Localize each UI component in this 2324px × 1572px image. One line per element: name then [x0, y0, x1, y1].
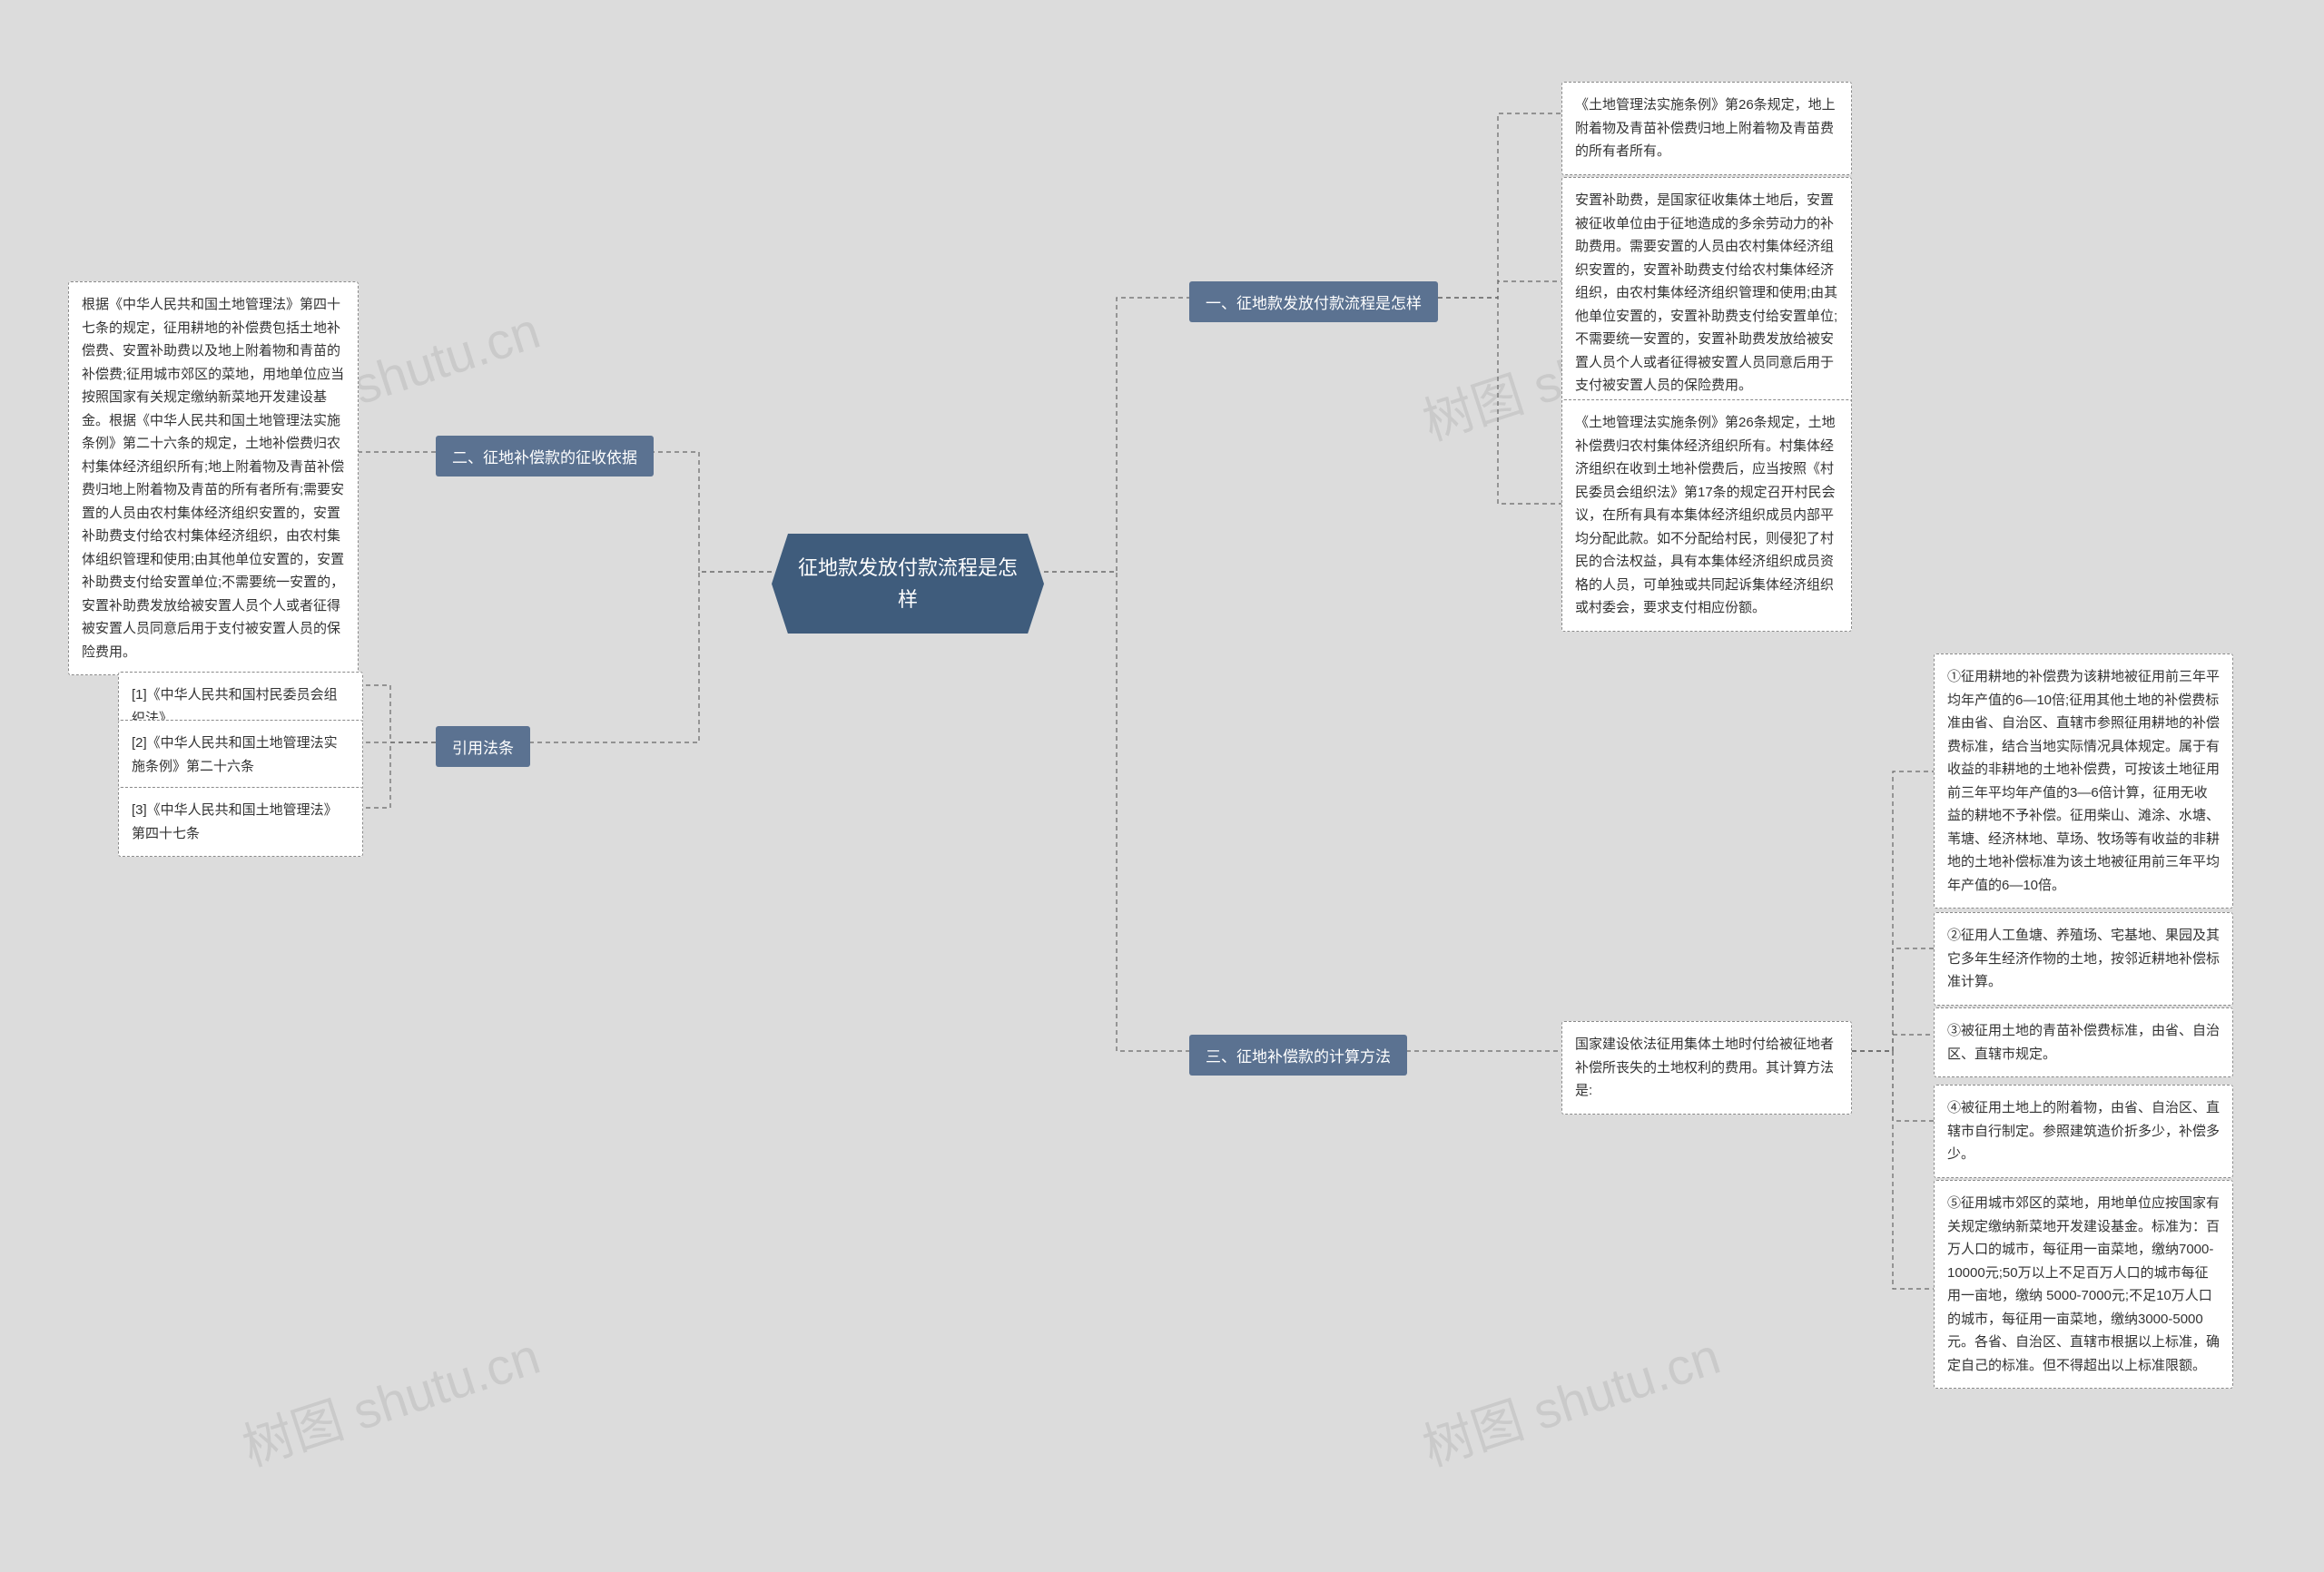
leaf-3-5: ⑤征用城市郊区的菜地，用地单位应按国家有关规定缴纳新菜地开发建设基金。标准为：百… [1934, 1180, 2233, 1389]
leaf-1-3: 《土地管理法实施条例》第26条规定，土地补偿费归农村集体经济组织所有。村集体经济… [1561, 399, 1852, 632]
leaf-3-2: ②征用人工鱼塘、养殖场、宅基地、果园及其它多年生经济作物的土地，按邻近耕地补偿标… [1934, 912, 2233, 1006]
branch-2: 二、征地补偿款的征收依据 [436, 436, 654, 477]
watermark: 树图 shutu.cn [232, 1316, 548, 1481]
leaf-3-1: ①征用耕地的补偿费为该耕地被征用前三年平均年产值的6—10倍;征用其他土地的补偿… [1934, 653, 2233, 909]
leaf-1-1: 《土地管理法实施条例》第26条规定，地上附着物及青苗补偿费归地上附着物及青苗费的… [1561, 82, 1852, 175]
leaf-2-1: 根据《中华人民共和国土地管理法》第四十七条的规定，征用耕地的补偿费包括土地补偿费… [68, 281, 359, 675]
leaf-1-2: 安置补助费，是国家征收集体土地后，安置被征收单位由于征地造成的多余劳动力的补助费… [1561, 177, 1852, 409]
branch-1: 一、征地款发放付款流程是怎样 [1189, 281, 1438, 322]
branch-3: 三、征地补偿款的计算方法 [1189, 1035, 1407, 1076]
watermark: 树图 shutu.cn [1413, 1316, 1728, 1481]
leaf-ref-2: [2]《中华人民共和国土地管理法实施条例》第二十六条 [118, 720, 363, 790]
branch-refs: 引用法条 [436, 726, 530, 767]
leaf-3-3: ③被征用土地的青苗补偿费标准，由省、自治区、直辖市规定。 [1934, 1007, 2233, 1077]
leaf-3-intermediate: 国家建设依法征用集体土地时付给被征地者补偿所丧失的土地权利的费用。其计算方法是: [1561, 1021, 1852, 1115]
center-node: 征地款发放付款流程是怎样 [772, 534, 1044, 634]
leaf-3-4: ④被征用土地上的附着物，由省、自治区、直辖市自行制定。参照建筑造价折多少，补偿多… [1934, 1085, 2233, 1178]
leaf-ref-3: [3]《中华人民共和国土地管理法》第四十七条 [118, 787, 363, 857]
